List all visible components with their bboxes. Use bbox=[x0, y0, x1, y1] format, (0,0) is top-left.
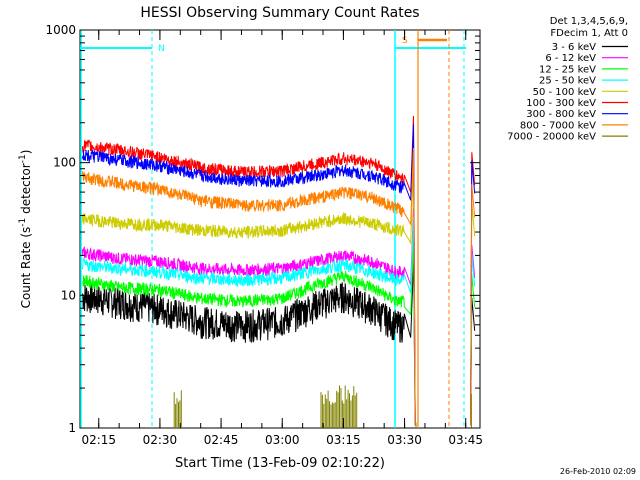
series-line-3 bbox=[81, 216, 416, 426]
plot-frame bbox=[79, 29, 481, 429]
legend-label: 100 - 300 keV bbox=[526, 98, 596, 109]
y-tick-label: 10 bbox=[61, 288, 76, 302]
legend-label: 50 - 100 keV bbox=[533, 87, 597, 98]
series-line-6 bbox=[81, 124, 416, 426]
saa-label: S bbox=[402, 36, 408, 46]
series-line-1 bbox=[81, 208, 416, 426]
legend-label: 7000 - 20000 keV bbox=[507, 132, 596, 143]
axes-layer: 1 10 100 1000 02:15 02:30 02:45 03:00 03:15 03:30… bbox=[45, 23, 483, 447]
x-tick-label: 03:30 bbox=[387, 433, 422, 447]
legend-label: 12 - 25 keV bbox=[539, 64, 596, 75]
y-tick-label: 100 bbox=[53, 156, 76, 170]
legend-header: Det 1,3,4,5,6,9, bbox=[550, 16, 628, 27]
series-line-4 bbox=[81, 166, 416, 426]
legend-label: 800 - 7000 keV bbox=[520, 120, 596, 131]
series-line-5 bbox=[81, 115, 416, 426]
x-tick-label: 02:45 bbox=[204, 433, 239, 447]
legend-label: 3 - 6 keV bbox=[552, 42, 596, 53]
x-tick-label: 02:15 bbox=[81, 433, 116, 447]
x-tick-label: 03:45 bbox=[448, 433, 483, 447]
x-axis-label: Start Time (13-Feb-09 02:10:22) bbox=[175, 456, 385, 471]
series-line-7 bbox=[81, 147, 416, 426]
y-axis-label: Count Rate (s-1 detector-1) bbox=[18, 150, 33, 309]
legend: Det 1,3,4,5,6,9,FDecim 1, Att 0 3 - 6 keV… bbox=[507, 16, 628, 143]
night-label: N bbox=[158, 44, 165, 54]
y-tick-label: 1 bbox=[68, 421, 76, 435]
chart-title: HESSI Observing Summary Count Rates bbox=[140, 5, 419, 21]
legend-label: 300 - 800 keV bbox=[526, 109, 596, 120]
x-tick-label: 02:30 bbox=[143, 433, 178, 447]
series-spike-7 bbox=[470, 184, 476, 426]
y-tick-label: 1000 bbox=[45, 23, 76, 37]
legend-label: 25 - 50 keV bbox=[539, 76, 596, 87]
x-tick-label: 03:15 bbox=[326, 433, 361, 447]
legend-label: 6 - 12 keV bbox=[545, 53, 596, 64]
series-line-0 bbox=[81, 261, 416, 426]
timestamp-label: 26-Feb-2010 02:09 bbox=[560, 467, 636, 476]
legend-header: FDecim 1, Att 0 bbox=[550, 28, 628, 39]
x-tick-label: 03:00 bbox=[265, 433, 300, 447]
series-line-2 bbox=[82, 238, 416, 426]
series-layer bbox=[81, 115, 476, 428]
